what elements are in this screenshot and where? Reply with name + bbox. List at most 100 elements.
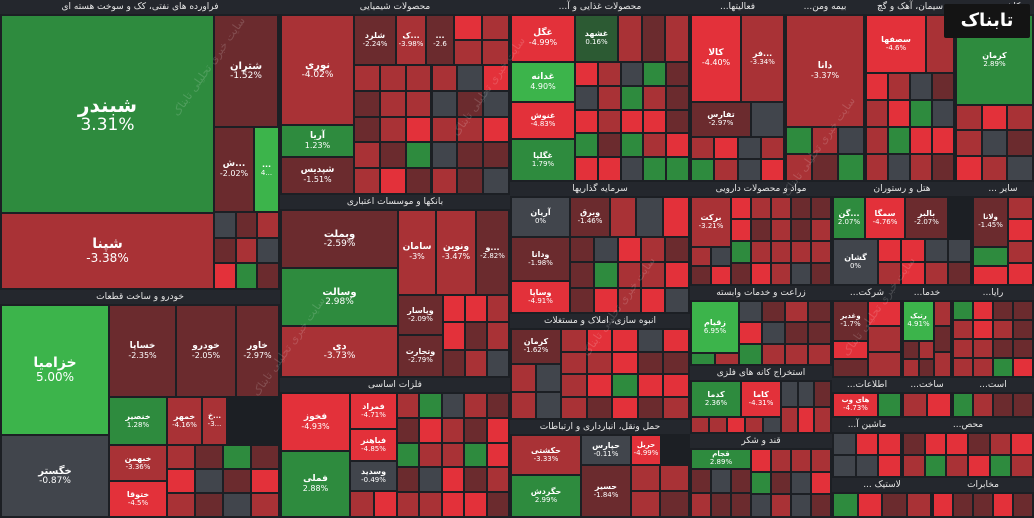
small-stock-tile[interactable] bbox=[739, 343, 762, 365]
small-stock-tile[interactable] bbox=[785, 301, 808, 323]
small-stock-tile[interactable] bbox=[223, 493, 251, 517]
small-stock-tile[interactable] bbox=[223, 469, 251, 493]
small-stock-tile[interactable] bbox=[483, 142, 509, 169]
small-stock-tile[interactable] bbox=[903, 359, 919, 377]
small-stock-tile[interactable] bbox=[618, 15, 642, 62]
small-stock-tile[interactable] bbox=[946, 433, 968, 455]
small-stock-tile[interactable] bbox=[691, 137, 715, 159]
small-stock-tile[interactable] bbox=[195, 469, 223, 493]
small-stock-tile[interactable] bbox=[785, 343, 808, 365]
small-stock-tile[interactable] bbox=[536, 391, 561, 419]
small-stock-tile[interactable] bbox=[167, 445, 195, 469]
sector-title[interactable]: مواد و محصولات دارویی bbox=[690, 182, 832, 196]
small-stock-tile[interactable] bbox=[838, 154, 864, 181]
small-stock-tile[interactable] bbox=[932, 100, 954, 127]
small-stock-tile[interactable] bbox=[771, 449, 791, 472]
stock-tile[interactable]: سامان -3% bbox=[398, 210, 436, 295]
small-stock-tile[interactable] bbox=[910, 73, 932, 100]
small-stock-tile[interactable] bbox=[666, 85, 689, 110]
small-stock-tile[interactable] bbox=[956, 105, 982, 131]
stock-tile[interactable]: رتیک 4.91% bbox=[903, 301, 934, 341]
small-stock-tile[interactable] bbox=[354, 142, 380, 169]
stock-tile[interactable]: خودرو -2.05% bbox=[176, 305, 236, 397]
small-stock-tile[interactable] bbox=[379, 116, 406, 143]
small-stock-tile[interactable] bbox=[536, 364, 561, 392]
small-stock-tile[interactable] bbox=[431, 65, 458, 91]
small-stock-tile[interactable] bbox=[878, 455, 901, 477]
small-stock-tile[interactable] bbox=[888, 100, 910, 127]
small-stock-tile[interactable] bbox=[379, 65, 406, 91]
small-stock-tile[interactable] bbox=[771, 219, 791, 241]
small-stock-tile[interactable] bbox=[405, 65, 432, 91]
sector-title[interactable]: اطلاعات... bbox=[832, 378, 902, 392]
small-stock-tile[interactable] bbox=[953, 493, 973, 517]
small-stock-tile[interactable] bbox=[855, 433, 879, 455]
small-stock-tile[interactable] bbox=[739, 301, 762, 323]
stock-tile[interactable]: خ... -3... bbox=[202, 397, 227, 445]
small-stock-tile[interactable] bbox=[947, 262, 971, 285]
sector-title[interactable]: رایا... bbox=[952, 286, 1034, 300]
small-stock-tile[interactable] bbox=[464, 417, 487, 443]
stock-tile[interactable]: حگردش 2.99% bbox=[511, 475, 581, 517]
small-stock-tile[interactable] bbox=[751, 449, 771, 472]
sector-title[interactable]: خدما... bbox=[902, 286, 952, 300]
small-stock-tile[interactable] bbox=[882, 493, 907, 517]
small-stock-tile[interactable] bbox=[441, 393, 465, 418]
stock-tile[interactable]: خاور -2.97% bbox=[236, 305, 279, 397]
small-stock-tile[interactable] bbox=[350, 491, 374, 517]
small-stock-tile[interactable] bbox=[781, 381, 798, 407]
small-stock-tile[interactable] bbox=[643, 62, 667, 86]
small-stock-tile[interactable] bbox=[903, 341, 919, 359]
sector-title[interactable]: مخابرات bbox=[932, 478, 1034, 492]
sector-title[interactable]: هتل و رستوران bbox=[832, 182, 972, 196]
small-stock-tile[interactable] bbox=[1008, 197, 1033, 219]
stock-tile[interactable]: برکت -3.21% bbox=[691, 197, 731, 247]
small-stock-tile[interactable] bbox=[575, 133, 598, 158]
small-stock-tile[interactable] bbox=[973, 320, 993, 339]
small-stock-tile[interactable] bbox=[888, 154, 910, 181]
stock-tile[interactable]: خگستر -0.87% bbox=[1, 435, 109, 517]
stock-tile[interactable]: غگل -4.99% bbox=[511, 15, 575, 62]
small-stock-tile[interactable] bbox=[751, 471, 771, 495]
sector-title[interactable]: فعالیتها... bbox=[690, 0, 785, 14]
stock-tile[interactable]: ودانا -1.98% bbox=[511, 237, 570, 281]
small-stock-tile[interactable] bbox=[968, 433, 990, 455]
small-stock-tile[interactable] bbox=[888, 73, 910, 100]
small-stock-tile[interactable] bbox=[811, 263, 831, 285]
small-stock-tile[interactable] bbox=[791, 197, 811, 219]
small-stock-tile[interactable] bbox=[727, 417, 745, 433]
small-stock-tile[interactable] bbox=[575, 85, 598, 110]
stock-tile[interactable]: گن... 2.07% bbox=[833, 197, 865, 239]
small-stock-tile[interactable] bbox=[691, 159, 715, 181]
small-stock-tile[interactable] bbox=[1013, 301, 1033, 320]
small-stock-tile[interactable] bbox=[791, 449, 811, 472]
small-stock-tile[interactable] bbox=[924, 455, 947, 477]
small-stock-tile[interactable] bbox=[419, 417, 442, 443]
small-stock-tile[interactable] bbox=[946, 455, 968, 477]
small-stock-tile[interactable] bbox=[811, 471, 831, 495]
small-stock-tile[interactable] bbox=[464, 393, 487, 418]
small-stock-tile[interactable] bbox=[866, 73, 888, 100]
small-stock-tile[interactable] bbox=[1007, 130, 1033, 156]
stock-tile[interactable]: آریان 0% bbox=[511, 197, 570, 237]
small-stock-tile[interactable] bbox=[953, 393, 973, 417]
small-stock-tile[interactable] bbox=[483, 116, 509, 143]
small-stock-tile[interactable] bbox=[443, 295, 465, 323]
small-stock-tile[interactable] bbox=[833, 359, 868, 377]
small-stock-tile[interactable] bbox=[419, 442, 442, 468]
small-stock-tile[interactable] bbox=[973, 358, 993, 377]
small-stock-tile[interactable] bbox=[666, 157, 689, 181]
small-stock-tile[interactable] bbox=[665, 287, 689, 313]
sector-title[interactable]: انبوه سازی، املاک و مستغلات bbox=[510, 314, 690, 328]
small-stock-tile[interactable] bbox=[612, 374, 638, 397]
small-stock-tile[interactable] bbox=[443, 349, 465, 377]
small-stock-tile[interactable] bbox=[637, 396, 664, 419]
small-stock-tile[interactable] bbox=[379, 90, 406, 117]
small-stock-tile[interactable] bbox=[397, 417, 420, 443]
small-stock-tile[interactable] bbox=[457, 142, 484, 169]
small-stock-tile[interactable] bbox=[617, 237, 642, 263]
small-stock-tile[interactable] bbox=[636, 197, 663, 237]
stock-tile[interactable]: غگلپا 1.79% bbox=[511, 139, 575, 181]
small-stock-tile[interactable] bbox=[251, 445, 279, 469]
small-stock-tile[interactable] bbox=[993, 393, 1013, 417]
